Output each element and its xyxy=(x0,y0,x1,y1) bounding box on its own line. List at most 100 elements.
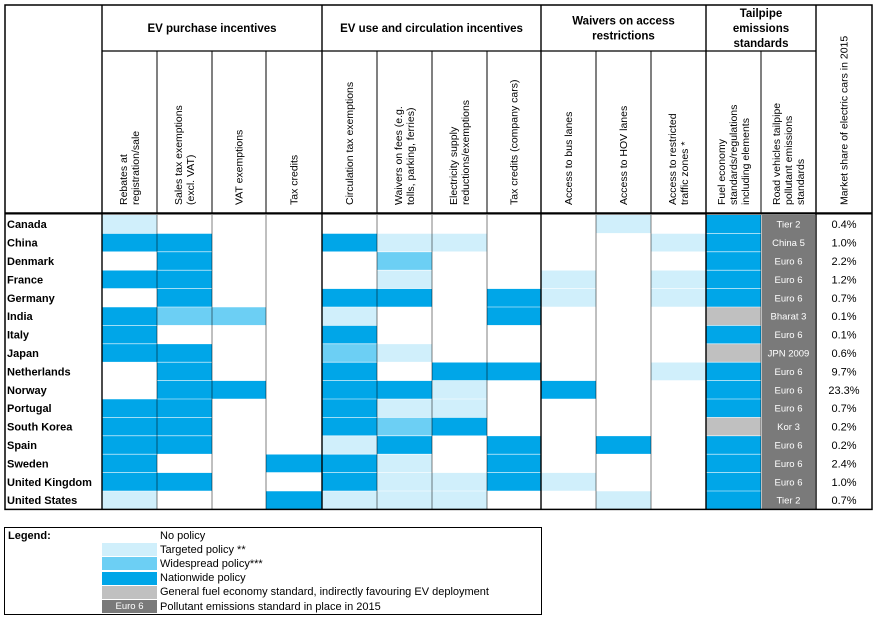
policy-cell xyxy=(651,270,706,290)
policy-cell xyxy=(102,380,157,400)
policy-cell xyxy=(432,491,487,510)
legend-swatch: Euro 6 xyxy=(102,600,157,613)
policy-cell xyxy=(157,491,212,510)
policy-cell xyxy=(487,491,541,510)
policy-cell xyxy=(266,233,322,253)
policy-cell xyxy=(541,307,596,326)
policy-cell xyxy=(596,343,651,363)
policy-cell xyxy=(322,399,377,418)
standard-label: Euro 6 xyxy=(775,477,803,488)
standard-cell xyxy=(762,215,815,234)
standard-cell xyxy=(762,454,815,474)
legend-swatch xyxy=(102,557,157,571)
policy-cell xyxy=(102,233,157,253)
policy-cell xyxy=(706,215,761,234)
policy-cell xyxy=(541,435,596,455)
column-header: Tax credits xyxy=(289,155,301,205)
policy-cell xyxy=(651,343,706,363)
policy-cell xyxy=(377,454,432,474)
market-share-value: 1.0% xyxy=(831,477,856,489)
market-share-value: 0.7% xyxy=(831,403,856,415)
policy-cell xyxy=(157,215,212,234)
policy-cell xyxy=(102,399,157,418)
policy-cell xyxy=(651,380,706,400)
policy-cell xyxy=(266,343,322,363)
policy-cell xyxy=(706,472,761,492)
policy-cell xyxy=(377,233,432,253)
standard-cell xyxy=(762,362,815,382)
standard-label: Euro 6 xyxy=(775,441,803,452)
column-header: Access to restrictedtraffic zones * xyxy=(667,113,691,205)
country-name: Germany xyxy=(7,293,56,305)
policy-cell xyxy=(706,325,761,345)
policy-cell xyxy=(596,288,651,308)
policy-cell xyxy=(706,251,761,271)
standard-label: Euro 6 xyxy=(775,330,803,341)
policy-cell xyxy=(157,343,212,363)
policy-cell xyxy=(266,435,322,455)
policy-cell xyxy=(651,307,706,326)
policy-cell xyxy=(102,307,157,326)
market-share-value: 0.1% xyxy=(831,330,856,342)
policy-cell xyxy=(157,307,212,326)
policy-cell xyxy=(596,362,651,382)
policy-cell xyxy=(157,233,212,253)
legend-label: Nationwide policy xyxy=(160,572,246,585)
policy-cell xyxy=(487,215,541,234)
legend-swatch xyxy=(102,571,157,585)
policy-cell xyxy=(322,362,377,382)
column-header: Fuel economystandards/regulationsincludi… xyxy=(716,105,752,205)
policy-cell xyxy=(432,251,487,271)
legend-swatch xyxy=(102,585,157,599)
policy-cell xyxy=(487,288,541,308)
policy-cell xyxy=(212,233,266,253)
country-name: Netherlands xyxy=(7,366,71,378)
policy-cell xyxy=(706,288,761,308)
column-header: Access to bus lanes xyxy=(563,112,575,205)
standard-label: China 5 xyxy=(772,238,805,249)
legend-box: Legend: No policy Targeted policy ** Widesp… xyxy=(4,527,542,615)
market-share-value: 0.7% xyxy=(831,495,856,507)
column-header: Sales tax exemptions(excl. VAT) xyxy=(173,105,197,205)
legend-title: Legend: xyxy=(8,530,51,542)
policy-cell xyxy=(706,380,761,400)
policy-cell xyxy=(157,270,212,290)
legend-label: Widespread policy*** xyxy=(160,557,263,570)
policy-cell xyxy=(377,288,432,308)
policy-cell xyxy=(102,251,157,271)
policy-cell xyxy=(157,435,212,455)
standard-cell xyxy=(762,233,815,253)
market-share-value: 0.1% xyxy=(831,311,856,323)
policy-cell xyxy=(266,325,322,345)
policy-cell xyxy=(266,472,322,492)
policy-cell xyxy=(266,270,322,290)
policy-cell xyxy=(541,325,596,345)
country-name: India xyxy=(7,311,34,323)
policy-cell xyxy=(487,472,541,492)
policy-cell xyxy=(322,472,377,492)
policy-cell xyxy=(596,215,651,234)
policy-cell xyxy=(487,251,541,271)
policy-cell xyxy=(377,343,432,363)
policy-cell xyxy=(212,380,266,400)
policy-cell xyxy=(432,399,487,418)
policy-cell xyxy=(266,417,322,437)
policy-cell xyxy=(212,307,266,326)
policy-cell xyxy=(322,491,377,510)
policy-cell xyxy=(651,288,706,308)
standard-label: Tier 2 xyxy=(777,496,801,507)
policy-cell xyxy=(487,362,541,382)
policy-cell xyxy=(102,435,157,455)
market-share-value: 1.2% xyxy=(831,274,856,286)
standard-cell xyxy=(762,399,815,418)
policy-cell xyxy=(487,454,541,474)
policy-cell xyxy=(706,491,761,510)
policy-cell xyxy=(102,491,157,510)
policy-cell xyxy=(596,233,651,253)
column-header: VAT exemptions xyxy=(234,130,246,205)
policy-cell xyxy=(651,472,706,492)
policy-cell xyxy=(432,472,487,492)
policy-cell xyxy=(706,417,761,437)
policy-cell xyxy=(157,288,212,308)
policy-cell xyxy=(541,233,596,253)
